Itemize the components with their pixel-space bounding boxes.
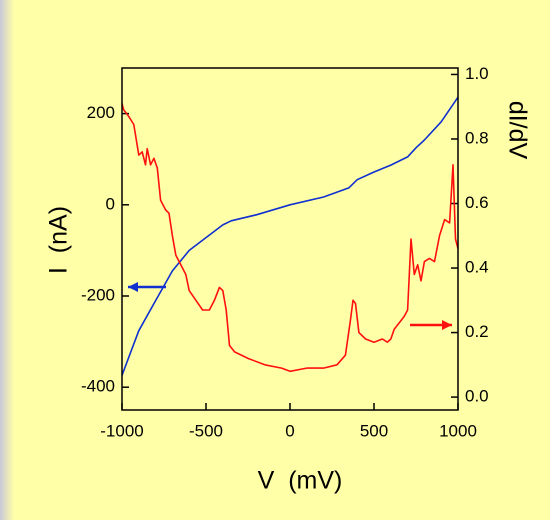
y2-tick-label: 0.0 <box>465 387 489 406</box>
y-tick-label: -400 <box>81 377 115 396</box>
y2-tick-label: 0.6 <box>465 193 489 212</box>
x-tick-label: -1000 <box>100 421 143 440</box>
y2-tick-label: 0.4 <box>465 258 489 277</box>
y2-tick-label: 0.2 <box>465 322 489 341</box>
x-axis-label: V (mV) <box>258 467 343 495</box>
axis-arrow-head <box>442 320 452 330</box>
x-tick-label: 1000 <box>439 421 477 440</box>
data-line <box>121 103 459 373</box>
x-tick-label: -500 <box>189 421 223 440</box>
y2-tick-label: 0.8 <box>465 128 489 147</box>
axis-arrow-head <box>128 282 138 292</box>
y-tick-label: 0 <box>106 194 115 213</box>
y2-axis-label: dI/dV <box>503 101 531 160</box>
plot-frame <box>121 67 459 411</box>
x-tick-label: 0 <box>285 421 294 440</box>
side-strip <box>0 0 14 520</box>
y-tick-label: 200 <box>87 103 115 122</box>
data-line <box>121 96 459 376</box>
y2-tick-label: 1.0 <box>465 64 489 83</box>
y-axis-label: I (nA) <box>45 206 73 274</box>
y-tick-label: -200 <box>81 285 115 304</box>
x-tick-label: 500 <box>360 421 388 440</box>
